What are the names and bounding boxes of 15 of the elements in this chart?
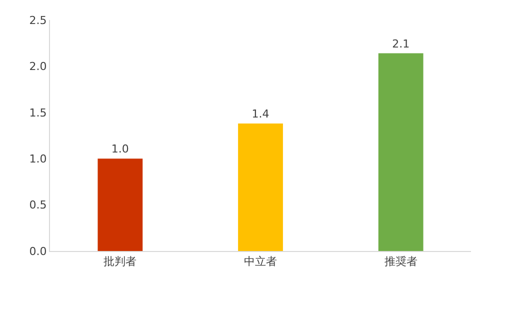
data-label: 1.0 [111,142,129,156]
x-tick-label: 中立者 [244,255,277,268]
data-label: 2.1 [392,37,410,50]
y-tick-label: 1.0 [29,152,47,166]
y-tick-label: 1.5 [29,106,47,120]
bar [378,53,424,251]
bar [238,123,283,251]
x-tick-label: 批判者 [104,255,137,268]
y-tick-label: 2.5 [29,14,47,27]
y-tick-label: 0.0 [29,244,47,258]
y-tick-label: 0.5 [29,198,47,212]
bar [98,158,143,251]
data-label: 1.4 [252,107,270,120]
x-tick-label: 推奨者 [384,255,418,268]
y-tick-label: 2.0 [29,60,47,74]
